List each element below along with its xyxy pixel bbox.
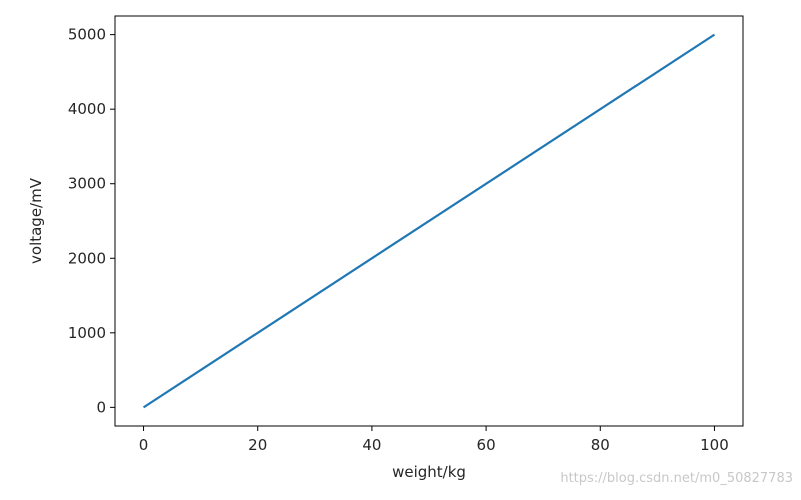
y-tick-label: 1000 [68,324,106,342]
x-tick-label: 60 [477,436,496,454]
x-tick-label: 20 [248,436,267,454]
y-tick-label: 2000 [68,249,106,267]
series-line-0 [142,33,716,409]
y-tick-label: 0 [96,398,106,416]
x-tick-label: 0 [139,436,149,454]
x-tick-label: 100 [700,436,729,454]
y-tick-label: 5000 [68,26,106,44]
y-axis-label: voltage/mV [27,177,45,264]
watermark: https://blog.csdn.net/m0_50827783 [560,471,793,486]
y-tick-label: 3000 [68,175,106,193]
y-tick-label: 4000 [68,100,106,118]
x-axis-label: weight/kg [392,463,466,481]
axes-frame [114,15,744,427]
x-tick-label: 80 [591,436,610,454]
x-tick-label: 40 [362,436,381,454]
